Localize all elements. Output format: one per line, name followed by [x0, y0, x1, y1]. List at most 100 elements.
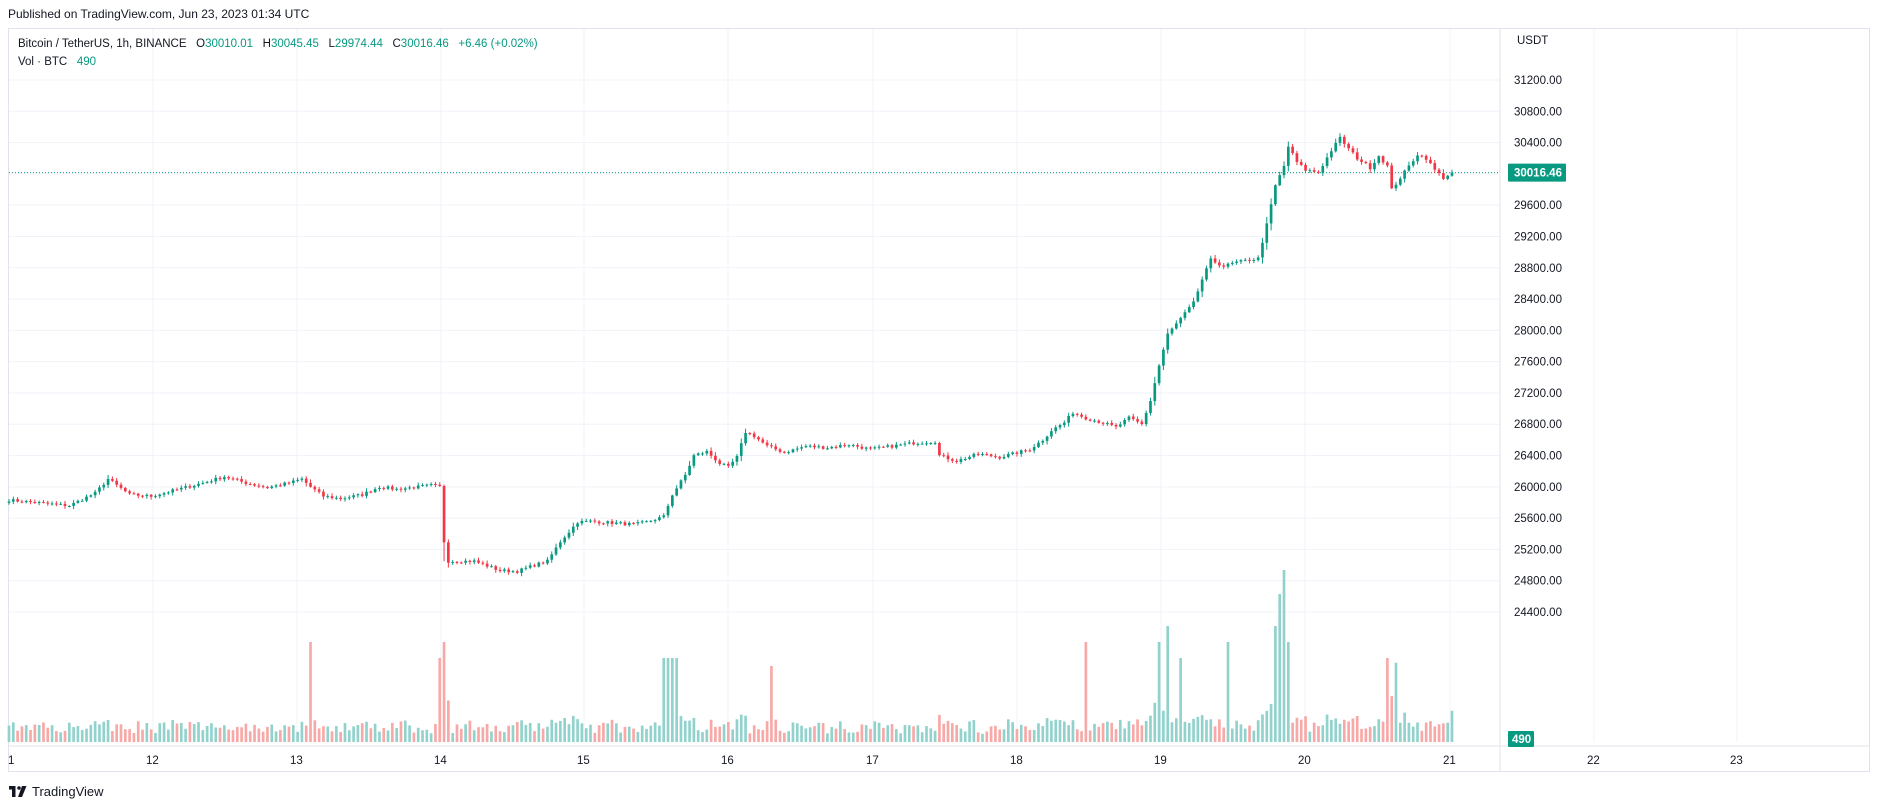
candle-up [808, 445, 812, 447]
candle-up [421, 485, 424, 487]
candle-down [1222, 265, 1226, 267]
volume-bar [369, 728, 373, 742]
volume-bar [425, 729, 429, 742]
candle-down [770, 445, 773, 447]
volume-bar [955, 724, 958, 742]
candle-down [709, 450, 713, 456]
volume-bar [567, 724, 571, 742]
candle-up [640, 521, 644, 523]
volume-bar [834, 728, 838, 742]
tradingview-logo[interactable]: TradingView [9, 784, 104, 799]
volume-bar [459, 728, 463, 742]
candle-up [554, 547, 558, 555]
candle-up [903, 443, 907, 445]
volume-bar [1106, 721, 1109, 742]
volume-bar [403, 720, 407, 742]
volume-bar [1351, 718, 1355, 742]
candle-up [584, 520, 588, 522]
volume-bar [283, 725, 287, 742]
candle-up [1006, 454, 1010, 457]
candle-up [959, 459, 963, 462]
candle-down [515, 571, 519, 573]
candle-down [218, 477, 222, 480]
volume-bar [274, 731, 278, 742]
volume-bar [671, 658, 674, 742]
volume-bar [1373, 726, 1376, 742]
volume-bar [533, 731, 536, 742]
volume-bar [1355, 715, 1359, 742]
volume-bar [1196, 716, 1200, 742]
candle-up [1334, 142, 1338, 152]
candle-up [563, 537, 566, 543]
candle-up [1235, 261, 1238, 263]
volume-bar [1424, 722, 1428, 742]
candle-up [839, 445, 842, 448]
y-tick-label: 27200.00 [1514, 388, 1562, 400]
candle-up [692, 455, 696, 466]
candle-up [472, 560, 476, 562]
volume-bar [179, 722, 183, 742]
volume-bar [1006, 719, 1010, 742]
volume-bar [804, 728, 808, 742]
candle-down [834, 446, 838, 448]
candle-down [950, 459, 954, 461]
candle-down [938, 442, 941, 456]
volume-bar [24, 725, 28, 742]
volume-bar [1274, 626, 1277, 742]
candle-down [1317, 171, 1320, 173]
candle-up [606, 521, 610, 524]
volume-bar [1162, 710, 1165, 742]
volume-bar [714, 726, 717, 742]
volume-bar [447, 700, 450, 742]
volume-bar [701, 732, 704, 742]
volume-bar [912, 726, 915, 742]
candle-up [395, 488, 399, 490]
candle-up [167, 492, 170, 494]
volume-bar [287, 726, 291, 742]
candle-up [1019, 450, 1023, 454]
candle-up [154, 496, 157, 498]
volume-bar [994, 725, 997, 742]
candle-up [795, 448, 799, 450]
candle-down [1390, 165, 1394, 189]
candle-up [972, 453, 976, 457]
volume-bar [1045, 718, 1049, 742]
volume-bar [171, 719, 175, 742]
volume-bar [554, 722, 558, 742]
candle-up [1002, 456, 1006, 459]
volume-bar [1075, 729, 1079, 742]
candle-up [162, 493, 166, 495]
volume-bar [1153, 702, 1157, 742]
volume-bar [141, 729, 144, 742]
candle-down [856, 445, 859, 447]
volume-bar [347, 730, 351, 742]
candle-down [1291, 146, 1294, 154]
volume-bar [1347, 721, 1350, 742]
volume-bar [503, 732, 506, 742]
candle-up [503, 569, 506, 571]
volume-bar [550, 719, 554, 742]
candle-up [274, 485, 278, 487]
candle-up [59, 503, 63, 505]
volume-bar [1170, 722, 1174, 742]
volume-bar [167, 729, 170, 742]
candle-up [93, 491, 97, 496]
change-value: +6.46 (+0.02%) [458, 38, 538, 50]
volume-bar [330, 731, 334, 742]
candle-up [847, 445, 851, 447]
volume-bar [899, 733, 902, 742]
volume-bar [416, 727, 420, 742]
candle-up [817, 446, 821, 448]
volume-bar [972, 719, 976, 742]
candle-down [1097, 420, 1101, 423]
symbol-title[interactable]: Bitcoin / TetherUS, 1h, BINANCE [18, 38, 187, 50]
volume-bar [688, 720, 691, 742]
volume-bar [666, 658, 670, 742]
volume-bar [1123, 728, 1126, 742]
volume-label[interactable]: Vol · BTC [18, 56, 68, 68]
volume-bar [1411, 726, 1415, 742]
candle-up [89, 495, 93, 497]
candle-down [623, 522, 627, 526]
candle-up [1054, 427, 1058, 432]
